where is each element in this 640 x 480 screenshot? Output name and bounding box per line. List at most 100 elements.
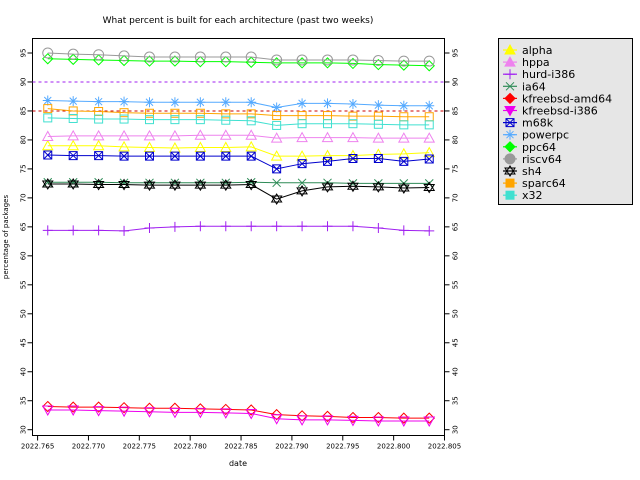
legend-label: kfreebsd-i386 bbox=[522, 105, 598, 118]
series-alpha bbox=[41, 139, 436, 161]
point-m68k bbox=[68, 151, 78, 161]
point-sparc64 bbox=[246, 109, 256, 119]
point-x32 bbox=[246, 116, 256, 126]
point-sh4 bbox=[270, 193, 283, 205]
legend-label: m68k bbox=[522, 117, 554, 130]
point-ppc64 bbox=[118, 54, 130, 67]
point-riscv64 bbox=[194, 51, 206, 63]
point-kfreebsd-i386 bbox=[372, 416, 385, 428]
point-kfreebsd-amd64 bbox=[67, 401, 79, 413]
point-kfreebsd-i386 bbox=[296, 415, 308, 426]
point-hurd-i386 bbox=[347, 221, 358, 232]
y-tick-label-right: 75 bbox=[452, 164, 460, 173]
x-tick-label: 2022.765 bbox=[21, 443, 54, 451]
series-line-ia64 bbox=[47, 181, 430, 184]
point-hppa bbox=[296, 131, 308, 143]
x-tick-label: 2022.795 bbox=[326, 443, 359, 451]
legend-box bbox=[498, 38, 633, 205]
series-line-kfreebsd-amd64 bbox=[47, 406, 430, 419]
point-m68k bbox=[43, 150, 53, 160]
legend-item-sh4: sh4 bbox=[503, 165, 542, 178]
point-ppc64 bbox=[220, 55, 232, 68]
point-kfreebsd-i386 bbox=[270, 414, 283, 425]
point-powerpc bbox=[220, 97, 231, 108]
point-powerpc bbox=[297, 98, 308, 109]
point-sh4 bbox=[169, 179, 181, 192]
point-kfreebsd-i386 bbox=[92, 406, 105, 417]
point-kfreebsd-i386 bbox=[219, 408, 232, 419]
point-hppa bbox=[169, 129, 181, 141]
point-powerpc bbox=[424, 100, 435, 111]
point-kfreebsd-amd64 bbox=[194, 403, 207, 415]
point-riscv64 bbox=[67, 48, 79, 60]
point-ppc64 bbox=[296, 57, 308, 69]
legend-marker bbox=[505, 190, 515, 200]
point-hurd-i386 bbox=[68, 225, 79, 236]
point-riscv64 bbox=[118, 50, 130, 62]
point-sparc64 bbox=[221, 109, 231, 119]
point-riscv64 bbox=[220, 51, 232, 63]
point-alpha bbox=[245, 140, 258, 152]
point-ppc64 bbox=[194, 55, 207, 68]
x-tick-label: 2022.770 bbox=[72, 443, 105, 451]
point-kfreebsd-amd64 bbox=[296, 410, 308, 422]
point-kfreebsd-i386 bbox=[245, 408, 258, 420]
point-powerpc bbox=[322, 98, 333, 109]
point-m68k bbox=[297, 159, 307, 169]
point-hurd-i386 bbox=[119, 225, 130, 236]
y-tick-label-left: 40 bbox=[20, 367, 28, 376]
point-riscv64 bbox=[271, 54, 283, 66]
y-tick-label-left: 45 bbox=[20, 338, 28, 347]
point-kfreebsd-i386 bbox=[41, 405, 54, 417]
legend-label: sh4 bbox=[522, 165, 542, 178]
legend-marker bbox=[505, 118, 515, 128]
point-kfreebsd-i386 bbox=[321, 415, 334, 426]
point-hurd-i386 bbox=[169, 221, 180, 232]
y-tick-label-right: 35 bbox=[452, 396, 460, 405]
legend-marker bbox=[504, 153, 516, 165]
series-kfreebsd-i386 bbox=[41, 405, 436, 428]
series-line-powerpc bbox=[47, 100, 430, 108]
point-alpha bbox=[423, 146, 436, 158]
legend-label: kfreebsd-amd64 bbox=[522, 92, 612, 105]
point-hurd-i386 bbox=[271, 221, 282, 232]
y-tick-label-right: 90 bbox=[452, 78, 460, 87]
legend-label: powerpc bbox=[522, 129, 569, 142]
x-tick-label: 2022.780 bbox=[173, 443, 206, 451]
point-sh4 bbox=[92, 178, 105, 191]
point-m68k bbox=[195, 151, 205, 161]
point-x32 bbox=[272, 120, 282, 130]
series-line-x32 bbox=[47, 117, 430, 126]
point-hppa bbox=[347, 131, 359, 143]
point-alpha bbox=[321, 149, 334, 161]
point-riscv64 bbox=[347, 54, 359, 66]
point-powerpc bbox=[119, 96, 130, 107]
point-alpha bbox=[347, 149, 359, 161]
point-kfreebsd-i386 bbox=[118, 406, 130, 418]
point-ppc64 bbox=[169, 55, 181, 67]
point-sh4 bbox=[245, 178, 258, 191]
point-riscv64 bbox=[372, 55, 384, 67]
x-axis-label: date bbox=[229, 459, 247, 468]
legend-item-sparc64: sparc64 bbox=[503, 177, 566, 190]
point-x32 bbox=[68, 113, 78, 123]
point-m68k bbox=[246, 151, 256, 161]
point-kfreebsd-i386 bbox=[397, 416, 410, 428]
series-line-m68k bbox=[47, 154, 430, 170]
point-alpha bbox=[41, 139, 54, 151]
point-hurd-i386 bbox=[93, 225, 104, 236]
y-tick-label-right: 80 bbox=[452, 135, 460, 144]
point-sh4 bbox=[347, 180, 359, 193]
legend-item-riscv64: riscv64 bbox=[503, 153, 562, 166]
point-powerpc bbox=[93, 96, 104, 107]
point-powerpc bbox=[68, 96, 79, 107]
point-sparc64 bbox=[144, 108, 154, 118]
point-riscv64 bbox=[423, 55, 435, 67]
y-tick-label-left: 55 bbox=[20, 280, 28, 289]
point-hurd-i386 bbox=[195, 221, 206, 232]
point-powerpc bbox=[195, 97, 206, 108]
point-x32 bbox=[119, 114, 129, 124]
point-riscv64 bbox=[296, 54, 308, 66]
point-hppa bbox=[423, 132, 436, 143]
point-sparc64 bbox=[170, 108, 180, 118]
